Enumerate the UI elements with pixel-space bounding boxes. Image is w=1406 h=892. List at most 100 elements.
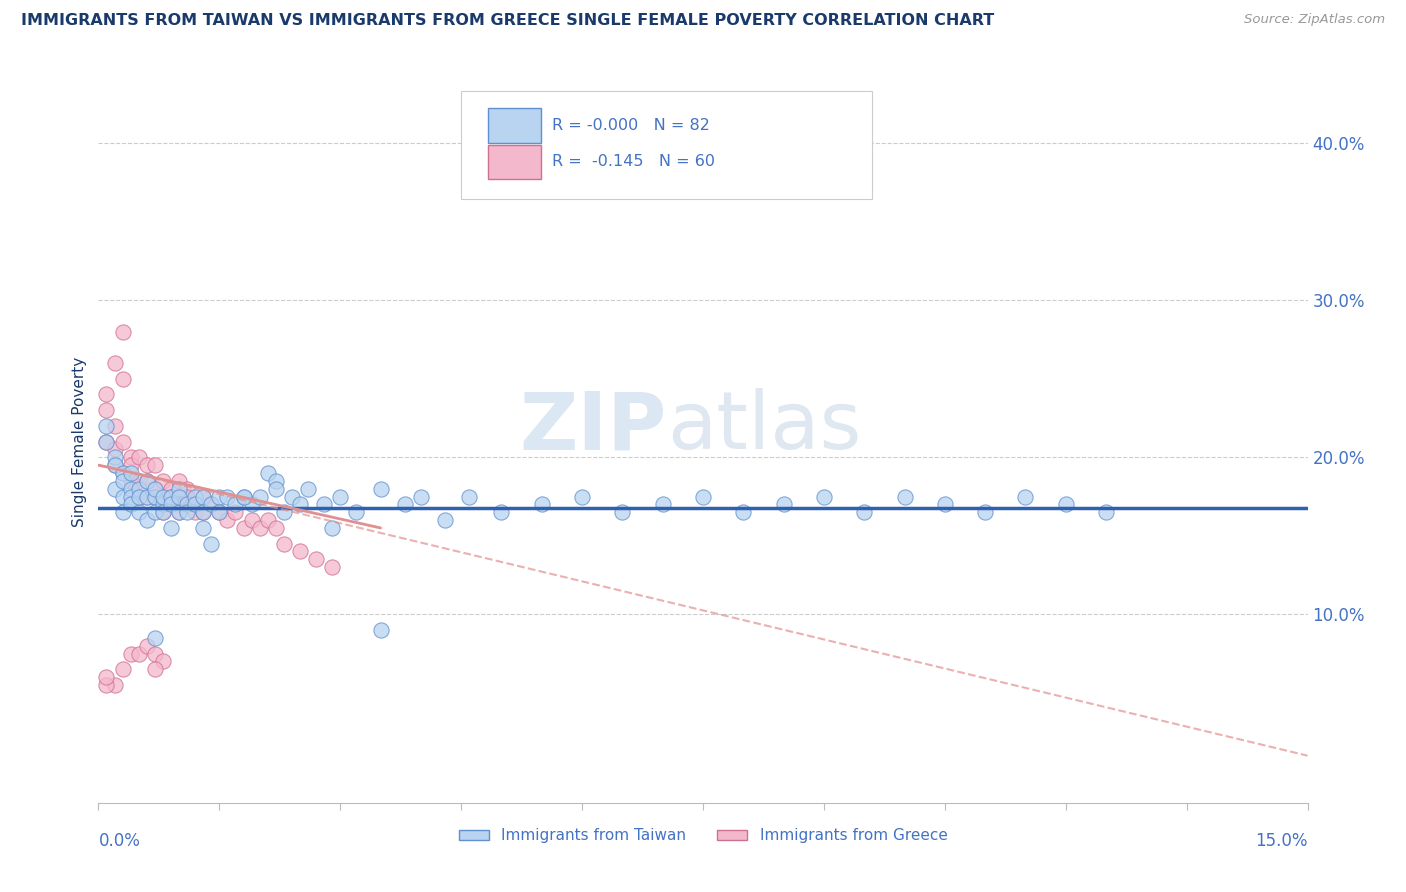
Point <box>434 513 457 527</box>
Point <box>273 536 295 550</box>
Point <box>152 655 174 669</box>
Point <box>193 490 215 504</box>
Point <box>288 497 311 511</box>
Point <box>612 505 634 519</box>
Point <box>120 482 142 496</box>
Y-axis label: Single Female Poverty: Single Female Poverty <box>72 357 87 526</box>
Point <box>103 458 125 472</box>
Point <box>370 482 392 496</box>
Point <box>152 505 174 519</box>
Point <box>120 458 142 472</box>
Point <box>974 505 997 519</box>
Point <box>193 505 215 519</box>
Point <box>305 552 328 566</box>
Point <box>128 647 150 661</box>
Point <box>143 490 166 504</box>
Point <box>96 434 118 449</box>
Point <box>160 521 183 535</box>
Text: atlas: atlas <box>666 388 860 467</box>
Point <box>217 490 239 504</box>
Point <box>135 474 157 488</box>
Point <box>120 466 142 480</box>
Point <box>1095 505 1118 519</box>
Point <box>96 418 118 433</box>
Point <box>329 490 352 504</box>
Point <box>120 647 142 661</box>
Point <box>103 442 125 457</box>
Point <box>193 505 215 519</box>
Point <box>111 434 134 449</box>
Point <box>103 458 125 472</box>
Point <box>256 466 278 480</box>
Point <box>733 505 755 519</box>
Point <box>530 497 553 511</box>
Point <box>111 505 134 519</box>
Point <box>128 490 150 504</box>
Point <box>143 505 166 519</box>
FancyBboxPatch shape <box>488 109 541 143</box>
Point <box>143 631 166 645</box>
Point <box>152 490 174 504</box>
Point <box>152 474 174 488</box>
Point <box>394 497 416 511</box>
Point <box>120 474 142 488</box>
Point <box>240 513 263 527</box>
Point <box>264 482 287 496</box>
Point <box>103 418 125 433</box>
Point <box>321 521 343 535</box>
Point <box>184 490 207 504</box>
Point <box>692 490 714 504</box>
Point <box>128 474 150 488</box>
Point <box>143 490 166 504</box>
Point <box>111 325 134 339</box>
Point <box>135 474 157 488</box>
Point <box>152 505 174 519</box>
Point <box>458 490 481 504</box>
Point <box>143 482 166 496</box>
Point <box>224 497 246 511</box>
Point <box>200 497 222 511</box>
Point <box>264 474 287 488</box>
Point <box>217 513 239 527</box>
Text: R =  -0.145   N = 60: R = -0.145 N = 60 <box>551 154 714 169</box>
Point <box>1054 497 1077 511</box>
Point <box>135 639 157 653</box>
Point <box>152 490 174 504</box>
Point <box>128 490 150 504</box>
Point <box>571 490 593 504</box>
Text: 0.0%: 0.0% <box>98 831 141 850</box>
Point <box>135 458 157 472</box>
Point <box>370 623 392 637</box>
Point <box>1014 490 1036 504</box>
Point <box>120 450 142 465</box>
Point <box>135 490 157 504</box>
Point <box>120 490 142 504</box>
Point <box>853 505 876 519</box>
Point <box>184 505 207 519</box>
Point <box>111 662 134 676</box>
Point <box>193 521 215 535</box>
Point <box>128 482 150 496</box>
Point <box>240 497 263 511</box>
Text: ZIP: ZIP <box>519 388 666 467</box>
Point <box>232 490 254 504</box>
Point <box>103 450 125 465</box>
Point <box>111 490 134 504</box>
Point <box>344 505 367 519</box>
Point <box>813 490 835 504</box>
Point <box>128 505 150 519</box>
Point <box>96 403 118 417</box>
Point <box>167 482 190 496</box>
Text: IMMIGRANTS FROM TAIWAN VS IMMIGRANTS FROM GREECE SINGLE FEMALE POVERTY CORRELATI: IMMIGRANTS FROM TAIWAN VS IMMIGRANTS FRO… <box>21 13 994 29</box>
Point <box>176 497 198 511</box>
Point <box>143 662 166 676</box>
Point <box>200 536 222 550</box>
Point <box>143 647 166 661</box>
Point <box>111 466 134 480</box>
Point <box>160 482 183 496</box>
Point <box>167 505 190 519</box>
Point <box>96 678 118 692</box>
Point <box>200 497 222 511</box>
Legend: Immigrants from Taiwan, Immigrants from Greece: Immigrants from Taiwan, Immigrants from … <box>453 822 953 849</box>
Point <box>288 544 311 558</box>
